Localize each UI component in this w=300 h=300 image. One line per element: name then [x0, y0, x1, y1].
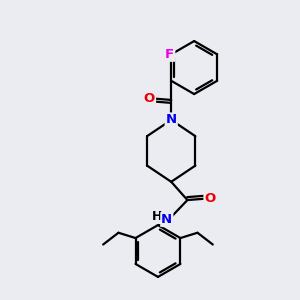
Text: O: O [205, 192, 216, 205]
Text: F: F [165, 48, 174, 61]
Text: O: O [144, 92, 155, 105]
Text: N: N [166, 113, 177, 127]
Text: H: H [152, 210, 162, 223]
Text: N: N [161, 213, 172, 226]
